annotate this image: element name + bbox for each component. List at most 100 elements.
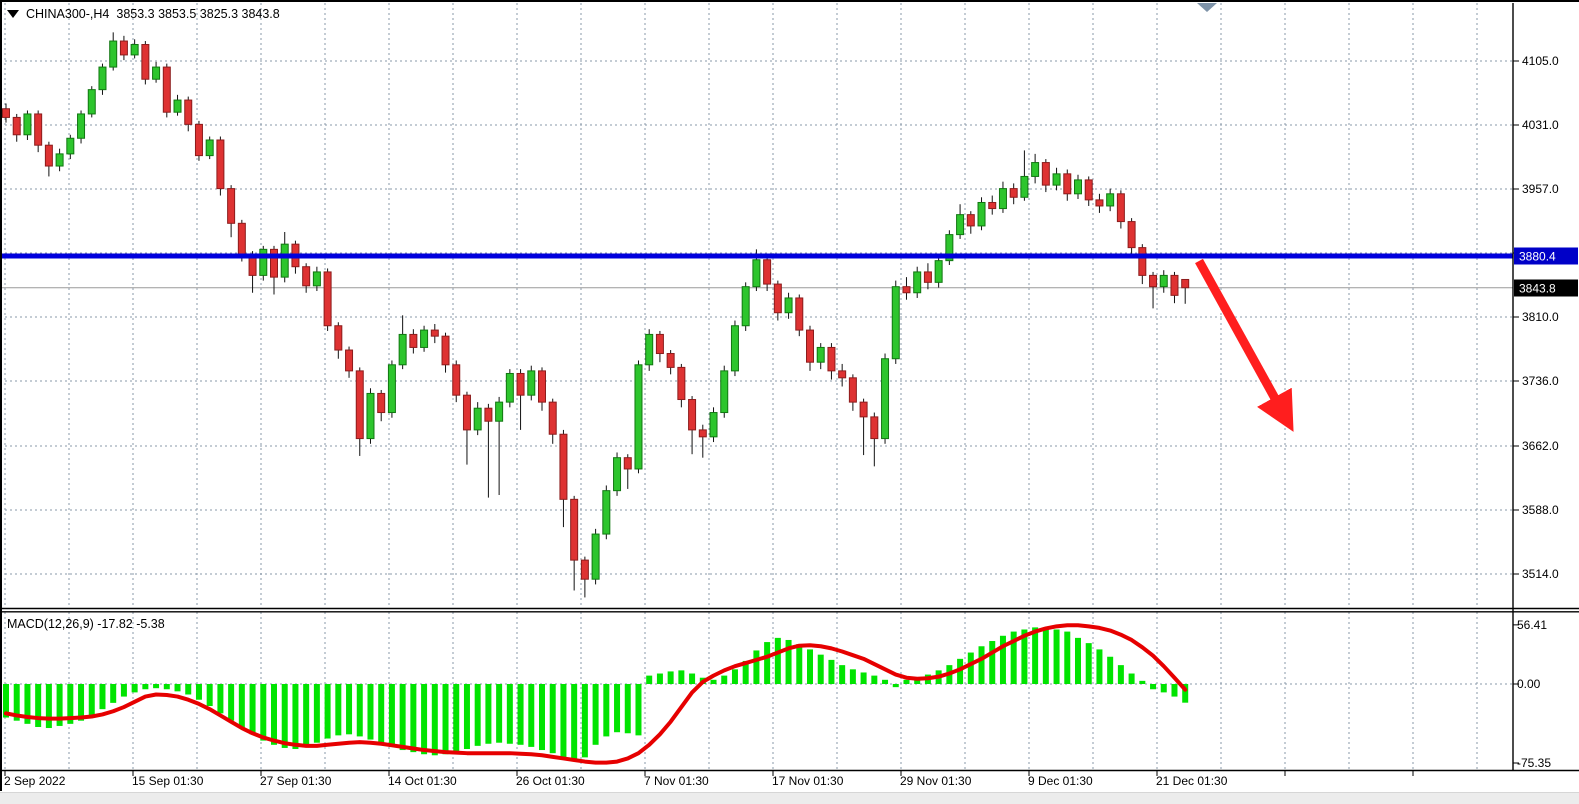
bearish-candle (623, 457, 632, 470)
macd-histogram-bar (1064, 631, 1071, 684)
bullish-candle (645, 333, 654, 366)
bullish-candle (741, 286, 750, 327)
bearish-candle (516, 372, 525, 396)
macd-histogram-bar (1117, 665, 1124, 684)
macd-histogram-bar (3, 684, 9, 718)
bullish-candle (87, 89, 96, 115)
macd-histogram-bar (1128, 673, 1135, 684)
bearish-candle (870, 416, 879, 440)
bearish-candle (270, 248, 278, 278)
bullish-candle (387, 364, 396, 414)
macd-histogram-bar (882, 679, 889, 684)
bearish-candle (44, 144, 53, 167)
current-price-badge: 3843.8 (1514, 279, 1578, 297)
bullish-candle (495, 401, 504, 422)
bearish-candle (377, 392, 386, 414)
macd-histogram-bar (1171, 684, 1178, 697)
macd-histogram-bar (967, 652, 974, 684)
time-axis-label: 7 Nov 01:30 (644, 774, 709, 788)
down-arrow-object[interactable] (1195, 258, 1294, 432)
bearish-candle (302, 266, 311, 287)
macd-histogram-bar (914, 677, 921, 684)
bearish-candle (12, 116, 21, 136)
bearish-candle (773, 283, 782, 314)
macd-histogram-bar (281, 684, 288, 748)
macd-histogram-bar (313, 684, 320, 743)
macd-histogram-bar (78, 684, 85, 721)
bearish-candle (538, 370, 546, 403)
bullish-candle (205, 139, 214, 157)
bearish-candle (323, 271, 332, 327)
macd-histogram-bar (120, 684, 127, 697)
bullish-candle (720, 370, 729, 414)
symbol-dropdown-icon[interactable] (7, 10, 19, 18)
macd-histogram-bar (356, 684, 363, 737)
macd-signal-line (4, 623, 1188, 765)
time-axis-label: 15 Sep 01:30 (132, 774, 204, 788)
bearish-candle (966, 214, 975, 227)
bullish-candle (173, 99, 182, 113)
bullish-candle (1159, 274, 1168, 288)
status-strip (0, 792, 1579, 804)
macd-histogram-bar (496, 684, 503, 743)
macd-histogram-bar (603, 684, 610, 737)
macd-histogram-bar (539, 684, 545, 751)
bullish-candle (420, 329, 429, 348)
macd-histogram-bar (153, 684, 160, 689)
macd-histogram-bar (860, 672, 867, 684)
bullish-candle (913, 271, 922, 294)
time-axis-label: 17 Nov 01:30 (772, 774, 844, 788)
bullish-candle (1074, 179, 1082, 195)
macd-axis-label: 0.00 (1517, 677, 1541, 691)
macd-histogram-bar (592, 684, 599, 745)
macd-axis-label: -75.35 (1517, 755, 1552, 770)
price-axis-label: 3588.0 (1522, 503, 1559, 517)
macd-histogram-bar (346, 684, 353, 735)
macd-histogram-bar (228, 684, 235, 721)
bearish-candle (462, 394, 471, 431)
bearish-candle (184, 99, 193, 125)
macd-histogram-bar (195, 684, 202, 700)
price-axis-label: 4031.0 (1522, 118, 1559, 132)
bearish-candle (216, 139, 225, 190)
bullish-candle (934, 260, 943, 283)
bearish-candle (570, 498, 579, 561)
macd-histogram-bar (731, 669, 738, 684)
bearish-candle (237, 222, 246, 256)
bearish-candle (141, 44, 150, 80)
bearish-candle (580, 559, 589, 580)
macd-histogram-bar (1150, 684, 1157, 690)
bullish-candle (1052, 173, 1061, 186)
bearish-candle (334, 325, 343, 351)
macd-histogram-bar (1139, 680, 1146, 684)
macd-histogram-bar (1085, 643, 1092, 684)
macd-histogram-bar (421, 684, 428, 755)
bullish-candle (55, 153, 64, 167)
price-axis-label: 3514.0 (1522, 567, 1559, 581)
macd-histogram-bar (99, 684, 106, 710)
macd-histogram-bar (624, 684, 631, 734)
macd-histogram-bar (410, 684, 417, 753)
bearish-candle (838, 370, 847, 379)
macd-histogram-bar (238, 684, 245, 729)
macd-histogram-bar (206, 684, 213, 707)
bullish-candle (816, 346, 825, 363)
macd-histogram-bar (1021, 629, 1028, 684)
bearish-candle (119, 40, 128, 56)
bearish-candle (1063, 173, 1072, 195)
price-axis-label: 3736.0 (1522, 374, 1559, 388)
macd-histogram-bar (1075, 637, 1081, 684)
bullish-candle (130, 44, 139, 56)
macd-histogram-bar (849, 669, 856, 684)
macd-histogram-bar (335, 684, 342, 736)
bullish-candle (109, 40, 118, 68)
macd-histogram-bar (249, 684, 256, 735)
bearish-candle (848, 377, 857, 403)
bearish-candle (162, 66, 171, 113)
macd-histogram-bar (88, 684, 95, 716)
chart-shift-marker-icon[interactable] (1197, 3, 1217, 12)
macd-indicator-label: MACD(12,26,9) -17.82 -5.38 (7, 617, 165, 631)
price-axis-label: 4105.0 (1522, 54, 1559, 68)
bearish-candle (484, 407, 493, 422)
